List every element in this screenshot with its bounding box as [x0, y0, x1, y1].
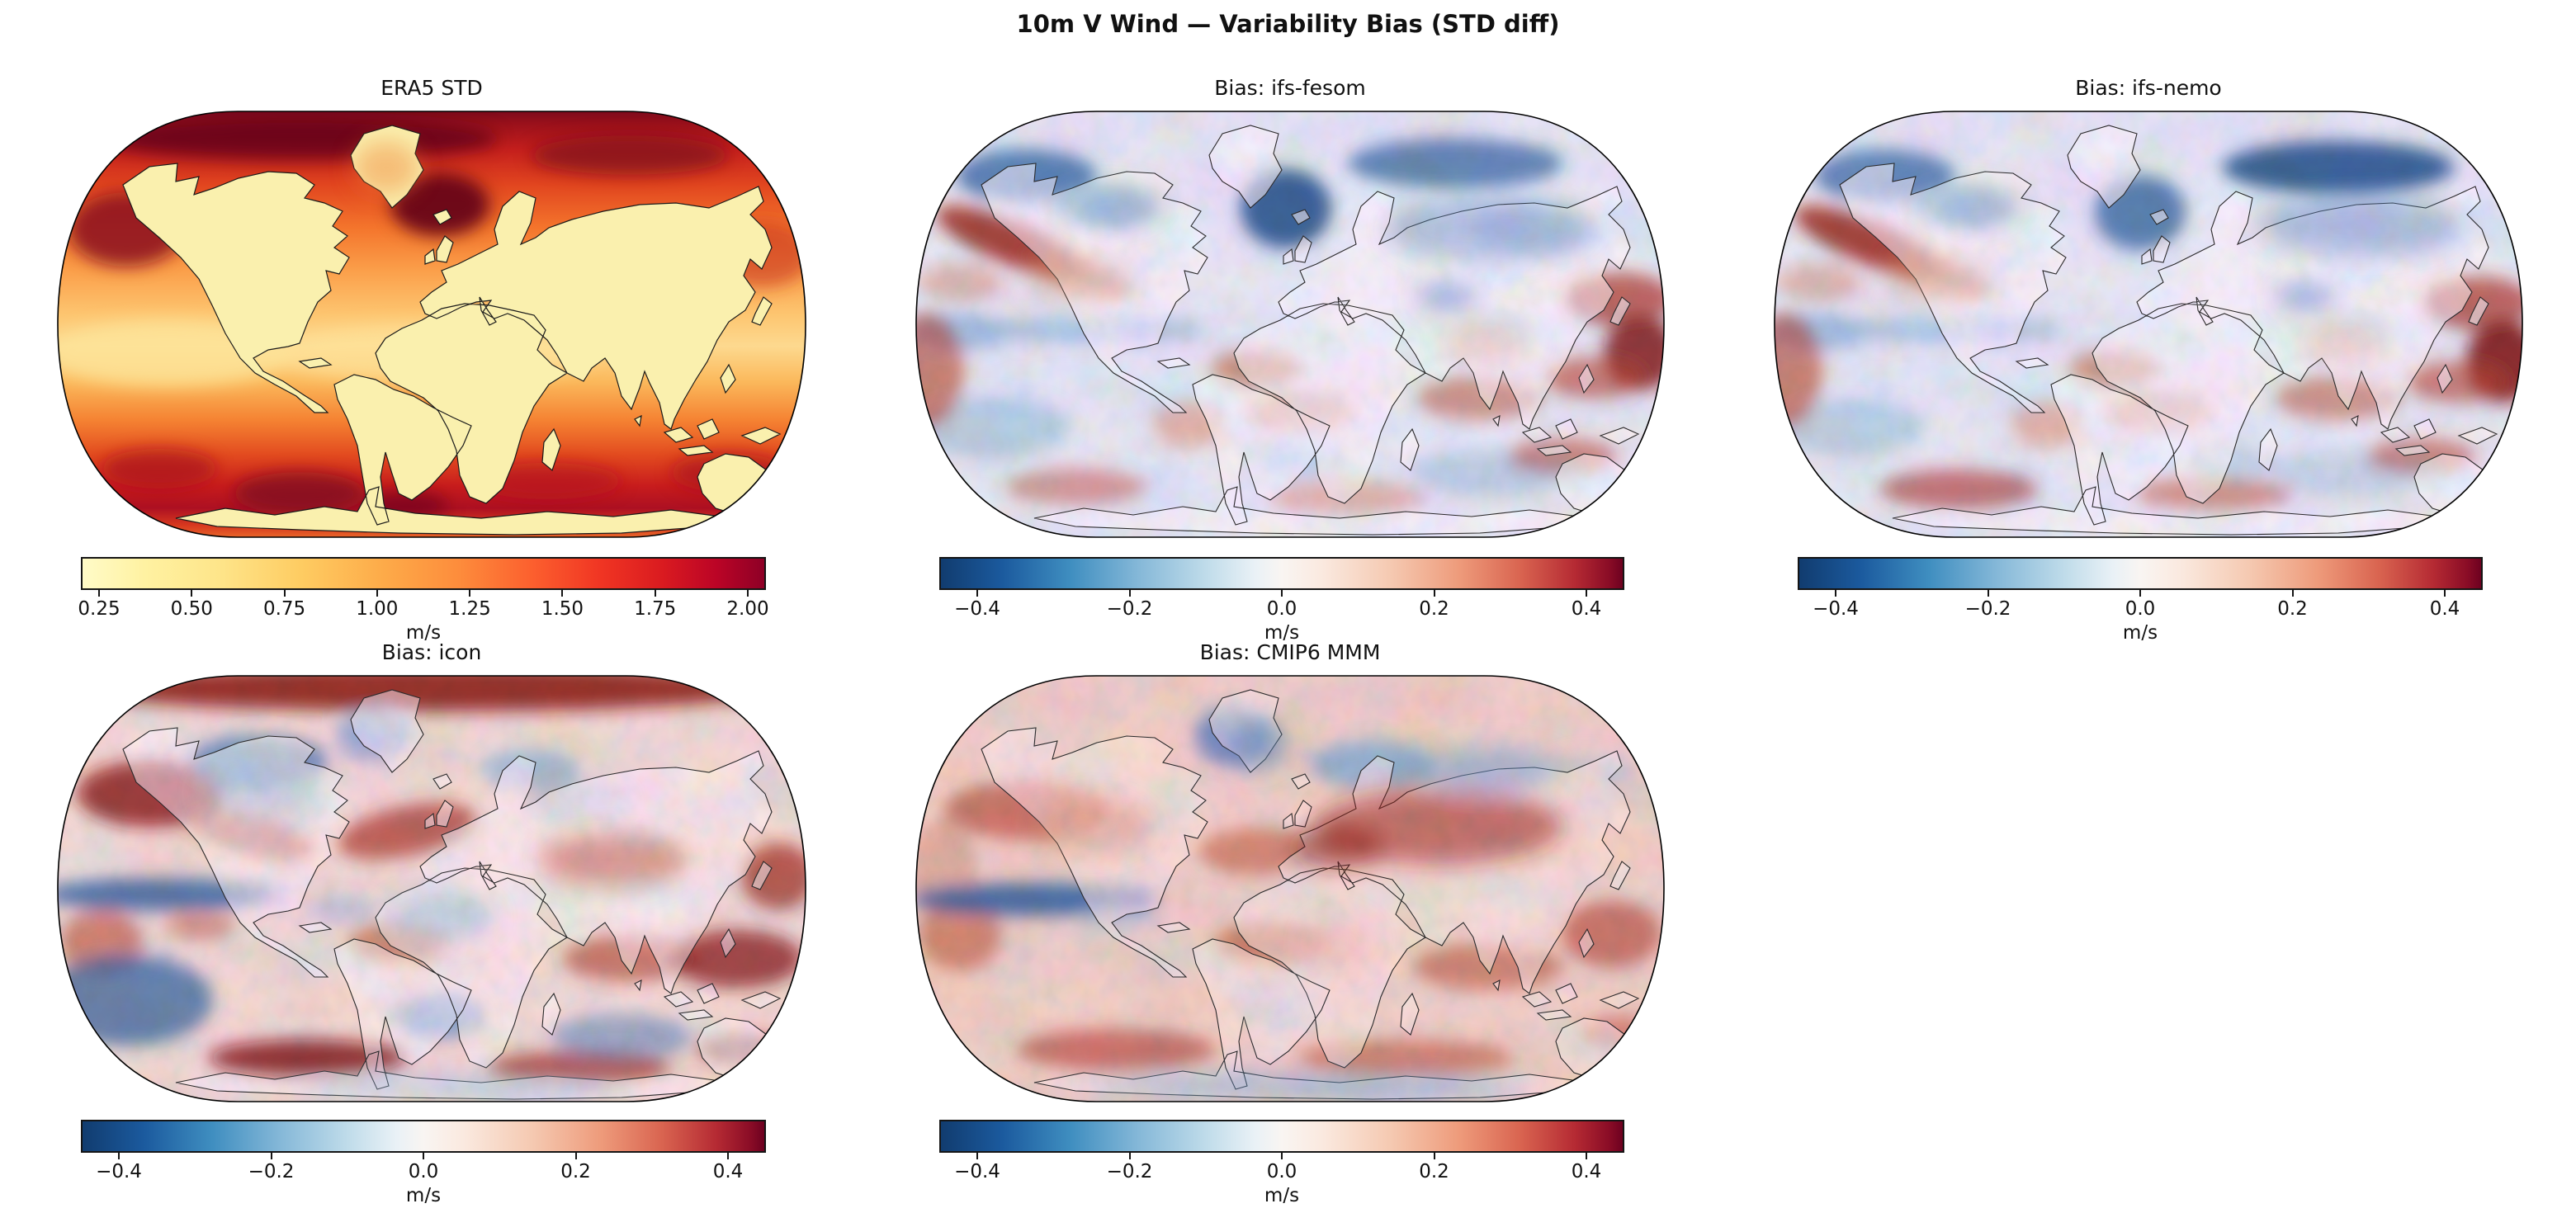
tick-label: −0.2 [1106, 1161, 1153, 1182]
tick-label: 0.4 [1571, 598, 1602, 620]
tick-label: 1.75 [634, 598, 677, 620]
panel-title-era5-std: ERA5 STD [380, 76, 483, 100]
colorbar-ticks-icon: −0.4 −0.2 0.0 0.2 0.4 [96, 1153, 743, 1186]
panel-title-cmip6-mmm: Bias: CMIP6 MMM [1199, 640, 1381, 664]
map-ifs-fesom [915, 111, 1665, 538]
tick-label: −0.4 [1813, 598, 1859, 620]
tick-label: 0.4 [1571, 1161, 1602, 1182]
tick-label: 0.25 [78, 598, 121, 620]
tick-label: 0.50 [170, 598, 213, 620]
tick-label: −0.4 [954, 598, 1000, 620]
tick-label: 0.2 [1419, 1161, 1449, 1182]
map-ifs-nemo [1774, 111, 2523, 538]
colorbar-unit-ifs-nemo: m/s [2122, 622, 2158, 644]
map-icon [57, 675, 806, 1102]
colorbar-ticks-ifs-nemo: −0.4 −0.2 0.0 0.2 0.4 [1813, 590, 2460, 623]
colorbar-unit-icon: m/s [405, 1185, 442, 1206]
panel-title-ifs-fesom: Bias: ifs-fesom [1214, 76, 1366, 100]
tick-label: 1.25 [448, 598, 491, 620]
colorbar-ifs-nemo [1798, 557, 2483, 590]
tick-label: 0.4 [712, 1161, 744, 1182]
colorbar-ticks-cmip6-mmm: −0.4 −0.2 0.0 0.2 0.4 [954, 1153, 1601, 1186]
tick-label: 0.75 [262, 598, 306, 620]
panel-title-ifs-nemo: Bias: ifs-nemo [2075, 76, 2222, 100]
colorbar-era5-std [81, 557, 766, 590]
colorbar-cmip6-mmm [939, 1120, 1624, 1153]
colorbar-ifs-fesom [939, 557, 1624, 590]
map-era5-std [57, 111, 806, 538]
colorbar-unit-ifs-fesom: m/s [1264, 622, 1300, 644]
colorbar-unit-cmip6-mmm: m/s [1264, 1185, 1300, 1206]
tick-label: −0.2 [248, 1161, 295, 1182]
tick-label: 2.00 [726, 598, 769, 620]
panel-title-icon: Bias: icon [381, 640, 482, 664]
tick-label: 0.2 [560, 1161, 591, 1182]
tick-label: 0.0 [2125, 598, 2156, 620]
tick-label: −0.4 [96, 1161, 142, 1182]
tick-label: −0.2 [1964, 598, 2011, 620]
tick-label: 1.50 [541, 598, 584, 620]
colorbar-ticks-era5-std: 0.25 0.50 0.75 1.00 1.25 1.50 1.75 2.00 [78, 590, 769, 623]
tick-label: 0.2 [1419, 598, 1449, 620]
colorbar-ticks-ifs-fesom: −0.4 −0.2 0.0 0.2 0.4 [954, 590, 1601, 623]
figure-title: 10m V Wind — Variability Bias (STD diff) [1016, 10, 1560, 38]
tick-label: 0.4 [2429, 598, 2460, 620]
tick-label: −0.2 [1106, 598, 1153, 620]
colorbar-icon [81, 1120, 766, 1153]
tick-label: 1.00 [356, 598, 399, 620]
tick-label: 0.0 [408, 1161, 439, 1182]
map-cmip6-mmm [915, 675, 1665, 1102]
colorbar-unit-era5-std: m/s [405, 622, 442, 644]
tick-label: 0.0 [1266, 1161, 1297, 1182]
tick-label: −0.4 [954, 1161, 1000, 1182]
tick-label: 0.2 [2277, 598, 2308, 620]
ocean-layer-era5 [58, 111, 806, 537]
tick-label: 0.0 [1266, 598, 1297, 620]
